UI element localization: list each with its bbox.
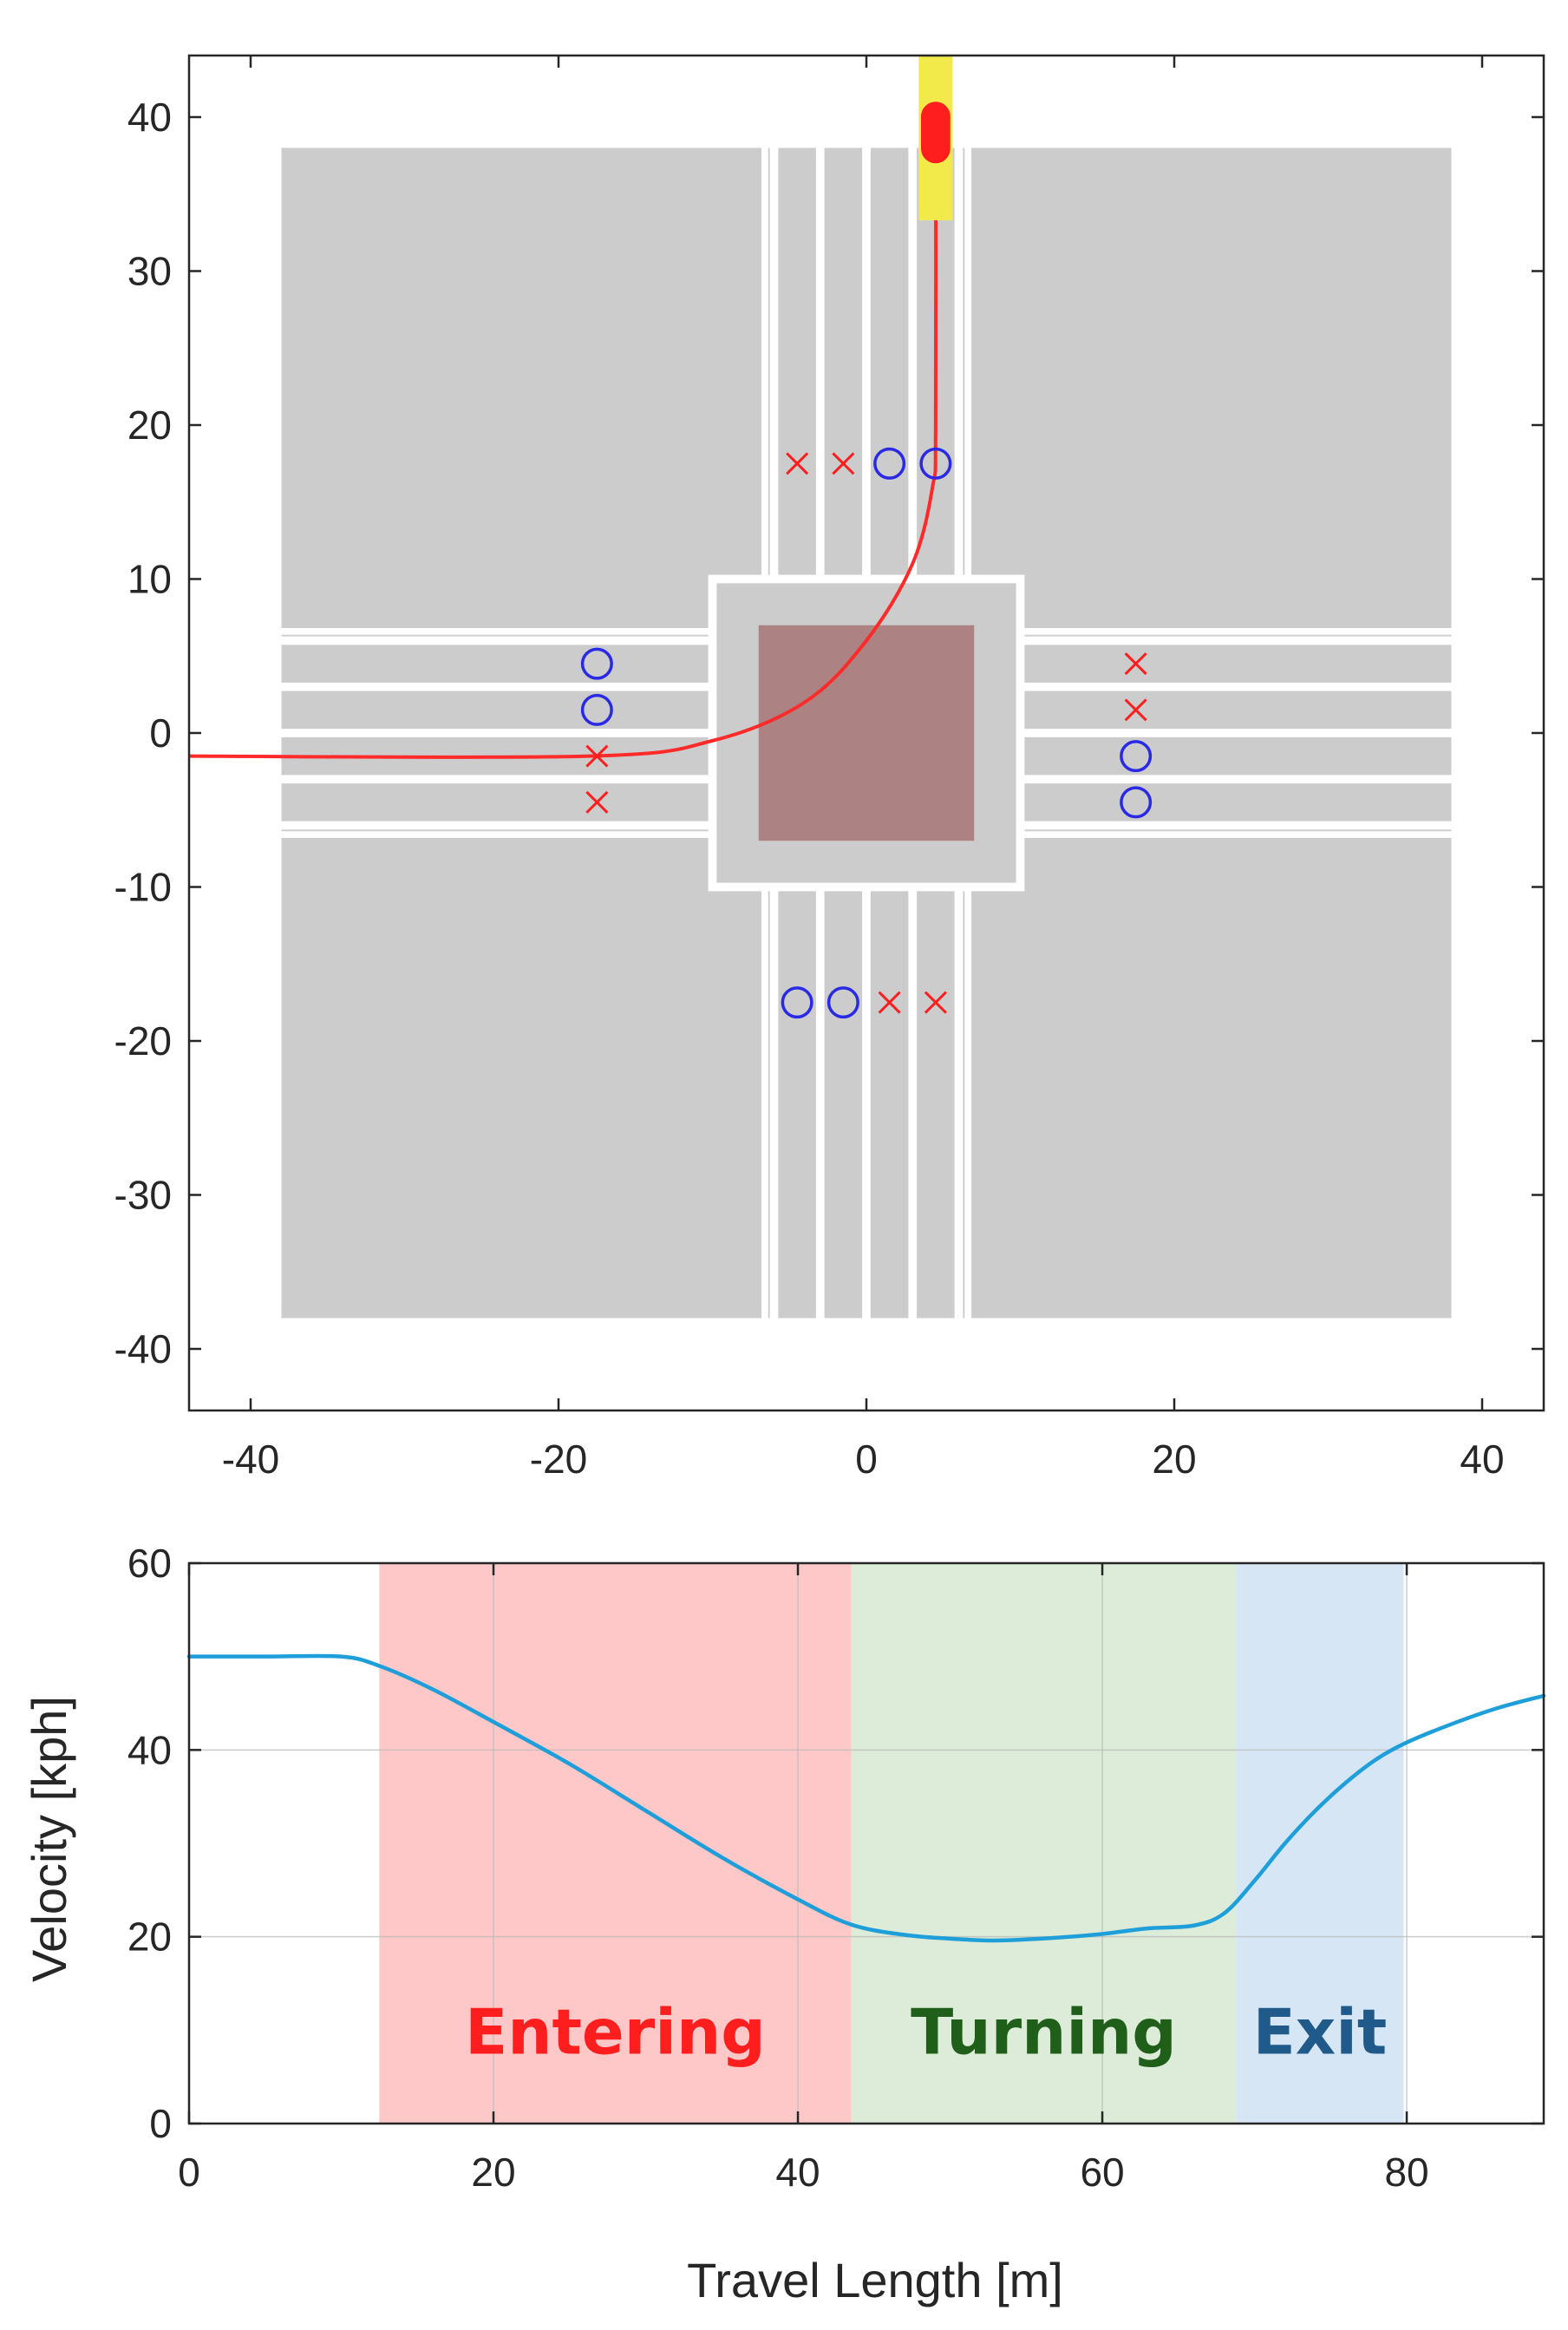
cross-stroke [1124,698,1147,722]
roundabout-center-island [758,625,975,841]
waypoint-circle [781,986,813,1019]
vehicle-body [921,101,951,164]
waypoint-circle [826,986,859,1019]
cross-stroke [585,790,609,814]
waypoint-circle [1120,786,1153,819]
y-tick-label: -40 [114,1326,172,1371]
y-tick-label: 10 [127,557,172,602]
cross-stroke [786,452,809,475]
waypoint-cross [924,991,947,1014]
phase-regions [379,1563,1404,2124]
velocity-axes-frame [187,1561,1545,2125]
x-tick-label: -40 [222,1437,279,1482]
velocity-x-ticks: 0 20 40 60 80 [178,1563,1429,2195]
phase-region-turning [851,1563,1237,2124]
cross-stroke [832,452,855,475]
velocity-x-axis-label: Travel Length [m] [687,2253,1063,2307]
phase-label-turning: Turning [911,1995,1177,2068]
x-tick-label: 20 [471,2150,515,2195]
y-tick-label: -20 [114,1018,172,1064]
cross-stroke [924,991,947,1014]
waypoint-cross [878,991,901,1014]
map-x-ticks: -40 -20 0 20 40 [222,56,1505,1482]
x-tick-label: 40 [1460,1437,1504,1482]
phase-region-entering [379,1563,852,2124]
cross-stroke [585,744,609,768]
waypoint-cross [585,790,609,814]
road-layout [281,147,1452,1319]
y-tick-label: 30 [127,249,172,294]
waypoint-cross [1124,652,1147,676]
x-tick-label: 60 [1080,2150,1124,2195]
cross-stroke [878,991,901,1014]
y-tick-label: 0 [149,710,172,756]
intersection-map: 40 30 20 10 0 -10 -20 -30 -40 -40 -20 0 20 40 [114,54,1545,1482]
y-tick-label: 20 [127,1914,172,1960]
waypoint-cross [786,452,809,475]
cross-stroke [1124,652,1147,676]
waypoint-cross [1124,698,1147,722]
vehicle [918,56,953,220]
x-tick-label: 40 [775,2150,820,2195]
vehicle-path [188,101,938,759]
y-tick-label: 40 [127,1727,172,1772]
velocity-series-line [186,1653,1546,1943]
y-tick-label: 60 [127,1541,172,1586]
y-tick-label: -10 [114,865,172,910]
waypoints [580,447,1153,1019]
waypoint-circle [1120,740,1153,773]
waypoint-circle [580,693,613,726]
waypoint-circle [580,647,613,680]
waypoint-cross [832,452,855,475]
y-tick-label: -30 [114,1173,172,1218]
x-tick-label: 0 [855,1437,878,1482]
y-tick-label: 40 [127,95,172,140]
x-tick-label: 20 [1152,1437,1196,1482]
velocity-y-ticks: 0 20 40 60 [127,1541,1544,2146]
vehicle-path-line [188,101,938,759]
phase-label-entering: Entering [465,1995,766,2068]
x-tick-label: 80 [1384,2150,1428,2195]
velocity-chart: 0 20 40 60 0 20 40 60 80 Entering Turning Exit Tr… [22,1541,1546,2307]
x-tick-label: 0 [178,2150,200,2195]
y-tick-label: 20 [127,403,172,448]
phase-region-exit [1236,1563,1404,2124]
phase-label-exit: Exit [1253,1995,1388,2068]
velocity-y-axis-label: Velocity [kph] [22,1696,76,1982]
waypoint-circle [919,447,952,480]
map-y-ticks: 40 30 20 10 0 -10 -20 -30 -40 [114,95,1544,1371]
waypoint-circle [873,447,906,480]
velocity-grid [189,1563,1544,2124]
x-tick-label: -20 [530,1437,587,1482]
phase-labels: Entering Turning Exit [465,1995,1387,2068]
y-tick-label: 0 [149,2101,172,2146]
waypoint-cross [585,744,609,768]
